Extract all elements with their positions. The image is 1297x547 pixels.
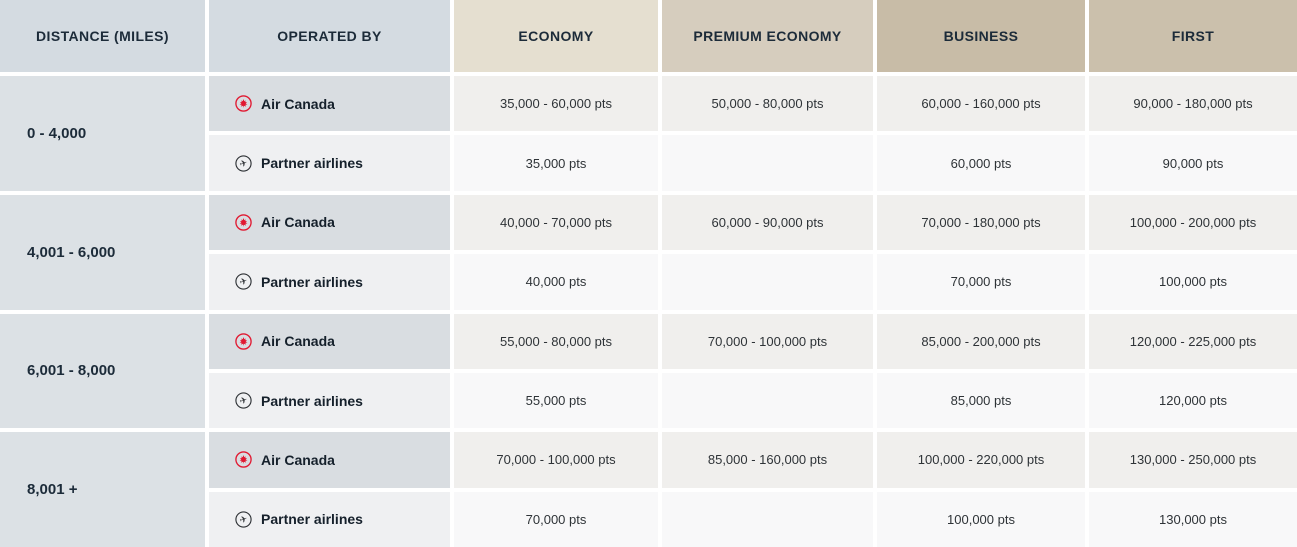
- operator-label: Partner airlines: [261, 273, 363, 290]
- operator-air-canada: Air Canada: [209, 194, 450, 251]
- circled-airplane-icon: ✈: [235, 511, 252, 528]
- points-cell-premium-economy: 70,000 - 100,000 pts: [662, 313, 873, 369]
- distance-band-label: 0 - 4,000: [0, 76, 205, 191]
- operator-air-canada: Air Canada: [209, 76, 450, 132]
- header-economy: ECONOMY: [454, 0, 658, 72]
- header-operated-by: OPERATED BY: [209, 0, 450, 72]
- points-cell-first: 130,000 pts: [1089, 491, 1297, 547]
- air-canada-roundel-maple-leaf-icon: [235, 214, 252, 231]
- header-business: BUSINESS: [877, 0, 1085, 72]
- operator-label: Air Canada: [261, 95, 335, 112]
- operator-air-canada: Air Canada: [209, 432, 450, 488]
- points-cell-economy: 70,000 pts: [454, 491, 658, 547]
- operator-label: Partner airlines: [261, 511, 363, 528]
- points-cell-first: 90,000 - 180,000 pts: [1089, 76, 1297, 132]
- points-cell-economy: 40,000 pts: [454, 254, 658, 310]
- points-cell-business: 85,000 pts: [877, 372, 1085, 429]
- operator-label: Partner airlines: [261, 392, 363, 409]
- points-cell-first: 100,000 - 200,000 pts: [1089, 194, 1297, 251]
- points-cell-business: 100,000 pts: [877, 491, 1085, 547]
- operator-partner-airlines: ✈ Partner airlines: [209, 135, 450, 191]
- distance-band-label: 6,001 - 8,000: [0, 313, 205, 429]
- operator-label: Partner airlines: [261, 155, 363, 172]
- points-cell-first: 120,000 pts: [1089, 372, 1297, 429]
- points-cell-business: 70,000 pts: [877, 254, 1085, 310]
- points-cell-business: 60,000 - 160,000 pts: [877, 76, 1085, 132]
- points-cell-economy: 70,000 - 100,000 pts: [454, 432, 658, 488]
- svg-text:✈: ✈: [238, 276, 249, 289]
- points-cell-premium-economy: 50,000 - 80,000 pts: [662, 76, 873, 132]
- points-cell-business: 60,000 pts: [877, 135, 1085, 191]
- svg-text:✈: ✈: [238, 513, 249, 526]
- air-canada-roundel-maple-leaf-icon: [235, 332, 252, 350]
- svg-text:✈: ✈: [238, 394, 249, 407]
- operator-partner-airlines: ✈ Partner airlines: [209, 491, 450, 547]
- distance-band-label: 4,001 - 6,000: [0, 194, 205, 310]
- operator-label: Air Canada: [261, 333, 335, 350]
- points-cell-economy: 40,000 - 70,000 pts: [454, 194, 658, 251]
- circled-airplane-icon: ✈: [235, 392, 252, 409]
- points-cell-premium-economy: [662, 372, 873, 429]
- points-cell-premium-economy: [662, 491, 873, 547]
- points-cell-premium-economy: [662, 135, 873, 191]
- header-distance: DISTANCE (MILES): [0, 0, 205, 72]
- points-cell-business: 100,000 - 220,000 pts: [877, 432, 1085, 488]
- operator-partner-airlines: ✈ Partner airlines: [209, 254, 450, 310]
- points-cell-economy: 35,000 - 60,000 pts: [454, 76, 658, 132]
- operator-air-canada: Air Canada: [209, 313, 450, 369]
- operator-label: Air Canada: [261, 214, 335, 231]
- points-cell-business: 85,000 - 200,000 pts: [877, 313, 1085, 369]
- circled-airplane-icon: ✈: [235, 154, 252, 172]
- distance-band-label: 8,001 +: [0, 432, 205, 547]
- header-premium-economy: PREMIUM ECONOMY: [662, 0, 873, 72]
- air-canada-roundel-maple-leaf-icon: [235, 451, 252, 469]
- points-cell-first: 130,000 - 250,000 pts: [1089, 432, 1297, 488]
- points-cell-first: 100,000 pts: [1089, 254, 1297, 310]
- header-first: FIRST: [1089, 0, 1297, 72]
- points-cell-business: 70,000 - 180,000 pts: [877, 194, 1085, 251]
- svg-text:✈: ✈: [238, 157, 249, 170]
- circled-airplane-icon: ✈: [235, 273, 252, 290]
- air-canada-roundel-maple-leaf-icon: [235, 95, 252, 112]
- points-cell-premium-economy: 60,000 - 90,000 pts: [662, 194, 873, 251]
- points-cell-premium-economy: 85,000 - 160,000 pts: [662, 432, 873, 488]
- points-cell-first: 90,000 pts: [1089, 135, 1297, 191]
- points-cell-economy: 55,000 pts: [454, 372, 658, 429]
- points-cell-economy: 55,000 - 80,000 pts: [454, 313, 658, 369]
- points-cell-first: 120,000 - 225,000 pts: [1089, 313, 1297, 369]
- operator-label: Air Canada: [261, 451, 335, 468]
- points-cell-premium-economy: [662, 254, 873, 310]
- points-cell-economy: 35,000 pts: [454, 135, 658, 191]
- operator-partner-airlines: ✈ Partner airlines: [209, 372, 450, 429]
